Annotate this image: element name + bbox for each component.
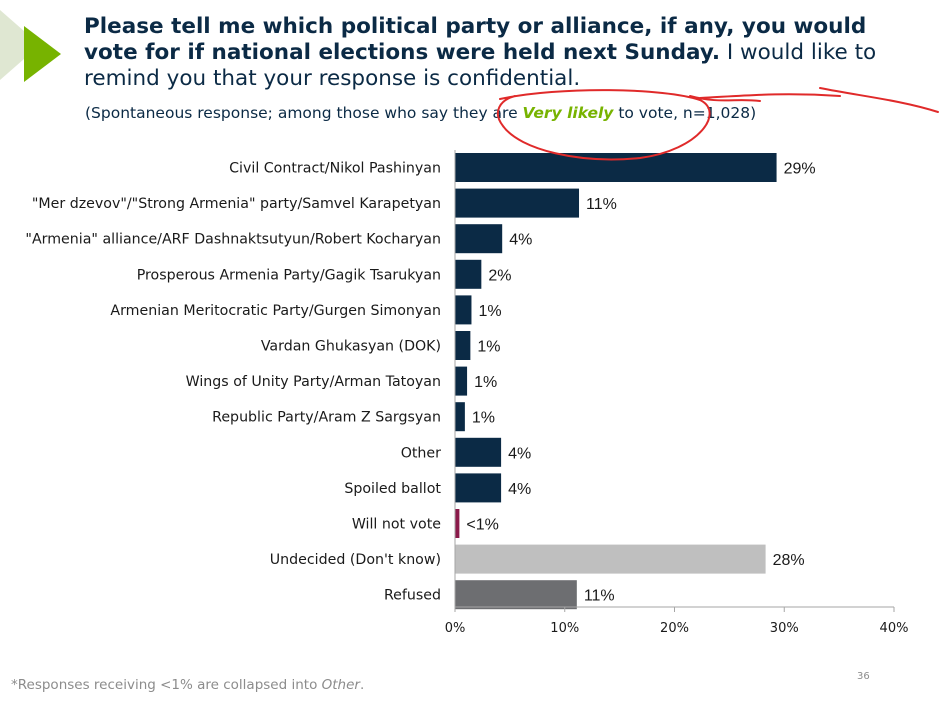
subtitle-highlight: Very likely bbox=[522, 104, 614, 122]
value-label: 1% bbox=[474, 374, 497, 391]
bar bbox=[455, 259, 482, 289]
x-tick-label: 30% bbox=[770, 621, 799, 636]
bars-group: Civil Contract/Nikol Pashinyan 29% "Mer dz… bbox=[25, 153, 816, 610]
footnote-text: *Responses receiving <1% are collapsed i… bbox=[11, 677, 322, 693]
value-label: 11% bbox=[584, 588, 615, 605]
bar bbox=[455, 437, 502, 467]
category-label: Other bbox=[401, 445, 441, 461]
value-label: 1% bbox=[477, 339, 500, 356]
category-label: Spoiled ballot bbox=[344, 481, 441, 497]
category-label: Will not vote bbox=[352, 517, 441, 533]
value-label: 28% bbox=[773, 552, 805, 569]
red-annotation-circle bbox=[497, 87, 939, 161]
x-tick-label: 10% bbox=[550, 621, 579, 636]
category-label: Republic Party/Aram Z Sargsyan bbox=[212, 410, 441, 426]
bar bbox=[455, 295, 472, 325]
value-label: 1% bbox=[472, 410, 495, 427]
x-axis: 0% 10% 20% 30% 40% bbox=[445, 150, 909, 636]
value-label: 29% bbox=[784, 161, 816, 178]
page-number: 36 bbox=[857, 671, 870, 682]
footnote-end: . bbox=[359, 677, 365, 693]
value-label: 11% bbox=[586, 196, 617, 213]
bar bbox=[455, 366, 468, 396]
bar bbox=[455, 224, 503, 254]
category-label: Vardan Ghukasyan (DOK) bbox=[261, 339, 441, 355]
x-tick-label: 20% bbox=[660, 621, 689, 636]
category-label: Armenian Meritocratic Party/Gurgen Simon… bbox=[110, 303, 441, 319]
category-label: Undecided (Don't know) bbox=[270, 552, 441, 568]
category-label: Prosperous Armenia Party/Gagik Tsarukyan bbox=[137, 267, 441, 283]
x-tick-label: 0% bbox=[445, 621, 466, 636]
category-label: "Armenia" alliance/ARF Dashnaktsutyun/Ro… bbox=[25, 232, 441, 248]
bar-chart: Civil Contract/Nikol Pashinyan 29% "Mer dz… bbox=[25, 87, 939, 636]
slide-subtitle: (Spontaneous response; among those who s… bbox=[85, 104, 885, 122]
subtitle-pre: (Spontaneous response; among those who s… bbox=[85, 104, 523, 122]
value-label: <1% bbox=[466, 517, 498, 534]
value-label: 4% bbox=[508, 445, 531, 462]
category-label: Civil Contract/Nikol Pashinyan bbox=[229, 161, 441, 177]
bar bbox=[455, 544, 766, 574]
value-label: 4% bbox=[509, 232, 532, 249]
bar bbox=[455, 188, 580, 218]
footnote-italic: Other bbox=[321, 677, 360, 693]
footnote: *Responses receiving <1% are collapsed i… bbox=[11, 677, 364, 693]
category-label: "Mer dzevov"/"Strong Armenia" party/Samv… bbox=[32, 196, 441, 212]
bar bbox=[455, 580, 577, 610]
value-label: 2% bbox=[488, 267, 511, 284]
bar bbox=[455, 153, 777, 182]
title-question: Please tell me which political party or … bbox=[84, 14, 867, 65]
value-label: 1% bbox=[478, 303, 501, 320]
category-label: Wings of Unity Party/Arman Tatoyan bbox=[186, 374, 441, 390]
bar bbox=[455, 331, 471, 360]
x-tick-label: 40% bbox=[880, 621, 909, 636]
bar bbox=[455, 473, 502, 503]
decorative-triangle bbox=[0, 10, 61, 82]
slide-title: Please tell me which political party or … bbox=[84, 14, 904, 92]
title-reminder: I would like to remind you that your res… bbox=[84, 40, 877, 91]
value-label: 4% bbox=[508, 481, 531, 498]
subtitle-post: to vote, n=1,028) bbox=[613, 104, 757, 122]
category-label: Refused bbox=[384, 588, 441, 604]
bar bbox=[455, 509, 460, 538]
bar bbox=[455, 402, 465, 432]
